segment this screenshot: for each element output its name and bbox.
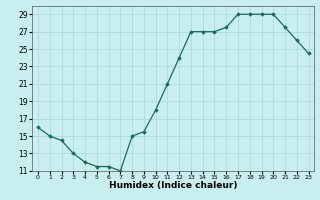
X-axis label: Humidex (Indice chaleur): Humidex (Indice chaleur)	[109, 181, 237, 190]
